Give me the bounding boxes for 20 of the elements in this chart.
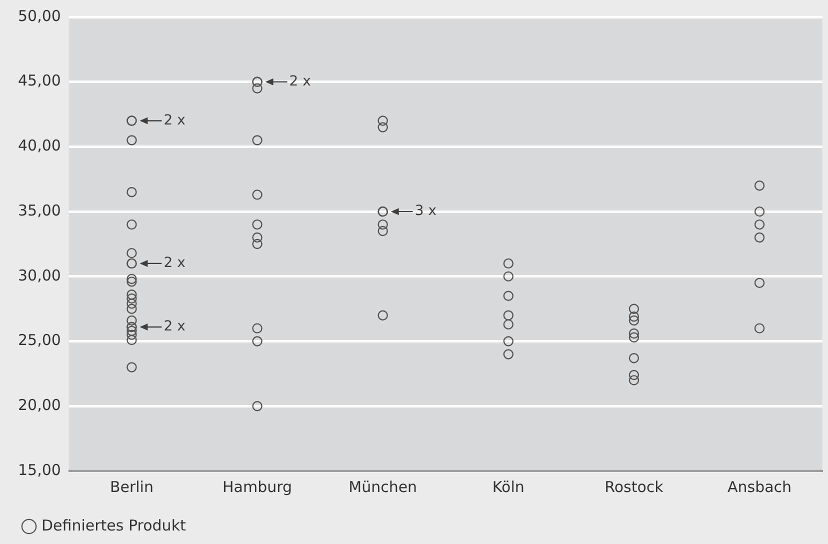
x-tick-label: Köln	[492, 478, 524, 496]
x-tick-label: Berlin	[110, 478, 154, 496]
annotation: 2 x	[164, 318, 186, 335]
y-tick-label: 50,00	[18, 6, 61, 25]
x-tick-label: München	[348, 478, 418, 496]
y-tick-label: 35,00	[18, 201, 61, 220]
x-tick-label: Rostock	[604, 478, 664, 496]
y-tick-label: 30,00	[18, 266, 61, 284]
y-tick-label: 45,00	[18, 72, 61, 90]
annotation: 2 x	[164, 255, 186, 272]
x-tick-label: Hamburg	[222, 478, 292, 496]
y-tick-label: 40,00	[18, 136, 61, 155]
x-tick-label: Ansbach	[727, 478, 792, 496]
annotation: 3 x	[414, 203, 436, 220]
y-tick-label: 25,00	[18, 331, 61, 350]
y-tick-label: 20,00	[18, 396, 61, 414]
annotation: 2 x	[289, 74, 311, 90]
annotation: 2 x	[164, 112, 186, 128]
y-tick-label: 15,00	[18, 460, 61, 479]
legend-label: Definiertes Produkt	[42, 516, 186, 534]
